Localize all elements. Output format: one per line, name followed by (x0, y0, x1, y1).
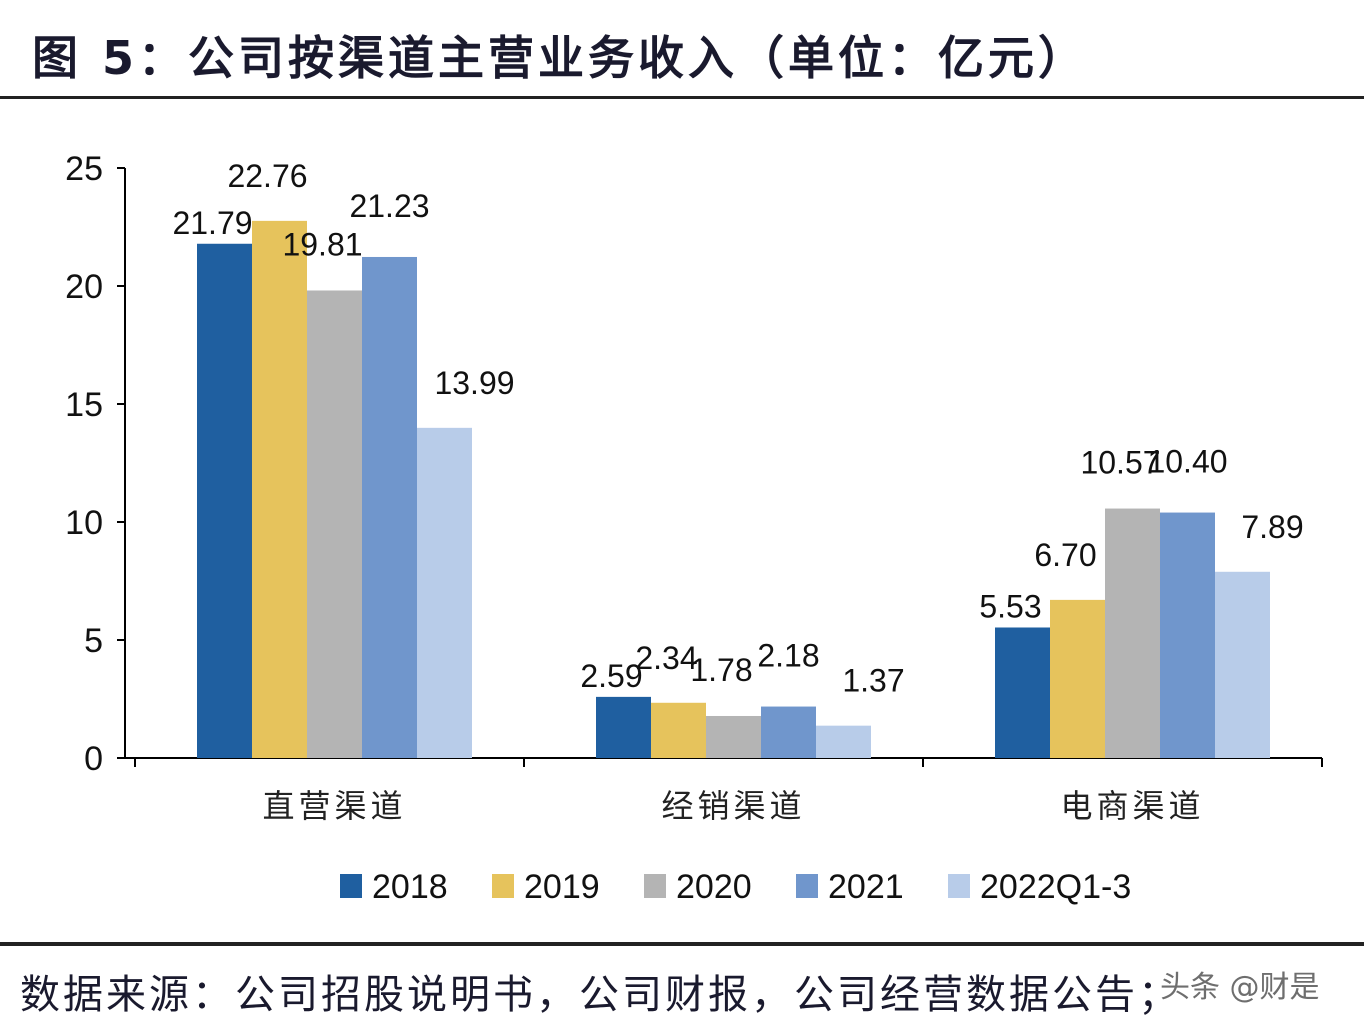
legend-label: 2018 (372, 868, 448, 906)
bar-2018-直营渠道 (197, 243, 252, 759)
legend-swatch-2018 (340, 874, 362, 898)
y-tick-label: 10 (65, 504, 103, 542)
legend-label: 2022Q1-3 (980, 868, 1131, 906)
legend-swatch-2021 (796, 874, 818, 898)
y-tick-label: 20 (65, 268, 103, 306)
bar-2018-经销渠道 (596, 696, 651, 758)
y-tick-label: 5 (84, 622, 103, 660)
bar-2019-直营渠道 (252, 220, 307, 758)
data-label: 2.59 (580, 658, 642, 694)
data-label: 7.89 (1241, 509, 1303, 545)
legend-label: 2020 (676, 868, 752, 906)
data-label: 13.99 (434, 365, 514, 401)
data-label: 5.53 (979, 588, 1041, 624)
data-label: 1.37 (842, 663, 904, 699)
category-label: 电商渠道 (1060, 788, 1204, 824)
data-label: 1.78 (690, 652, 752, 688)
legend-swatch-2019 (492, 874, 514, 898)
category-label: 直营渠道 (262, 788, 406, 824)
data-label: 21.23 (349, 188, 429, 224)
y-tick-label: 25 (65, 150, 103, 188)
legend-swatch-2020 (644, 874, 666, 898)
data-label: 19.81 (282, 226, 362, 262)
figure-title: 图 5：公司按渠道主营业务收入（单位：亿元） (32, 31, 1089, 85)
data-label: 10.57 (1080, 445, 1160, 481)
y-tick-label: 0 (84, 740, 103, 778)
bar-2021-电商渠道 (1160, 512, 1215, 758)
data-label: 2.18 (757, 638, 819, 674)
data-label: 6.70 (1034, 537, 1096, 573)
bar-2020-直营渠道 (307, 290, 362, 758)
data-label: 2.34 (635, 640, 697, 676)
legend-label: 2019 (524, 868, 600, 906)
legend-swatch-2022Q1-3 (948, 874, 970, 898)
bar-2019-经销渠道 (651, 702, 706, 758)
category-label: 经销渠道 (661, 788, 805, 824)
bar-2019-电商渠道 (1050, 599, 1105, 758)
data-label: 10.40 (1147, 444, 1227, 480)
data-label: 22.76 (227, 158, 307, 194)
bar-2021-直营渠道 (362, 256, 417, 758)
bar-2020-电商渠道 (1105, 508, 1160, 758)
y-tick-label: 15 (65, 386, 103, 424)
watermark: 头条 @财是 (1160, 970, 1320, 1005)
bar-2022Q1-3-直营渠道 (417, 427, 472, 758)
bar-2020-经销渠道 (706, 715, 761, 758)
bar-2022Q1-3-电商渠道 (1215, 571, 1270, 758)
source-note: 数据来源：公司招股说明书，公司财报，公司经营数据公告； (20, 972, 1181, 1018)
legend-label: 2021 (828, 868, 904, 906)
title-divider (0, 96, 1364, 99)
bar-2022Q1-3-经销渠道 (816, 725, 871, 758)
data-label: 21.79 (172, 205, 252, 241)
footer-divider (0, 942, 1364, 946)
bar-2018-电商渠道 (995, 627, 1050, 758)
bar-2021-经销渠道 (761, 706, 816, 758)
